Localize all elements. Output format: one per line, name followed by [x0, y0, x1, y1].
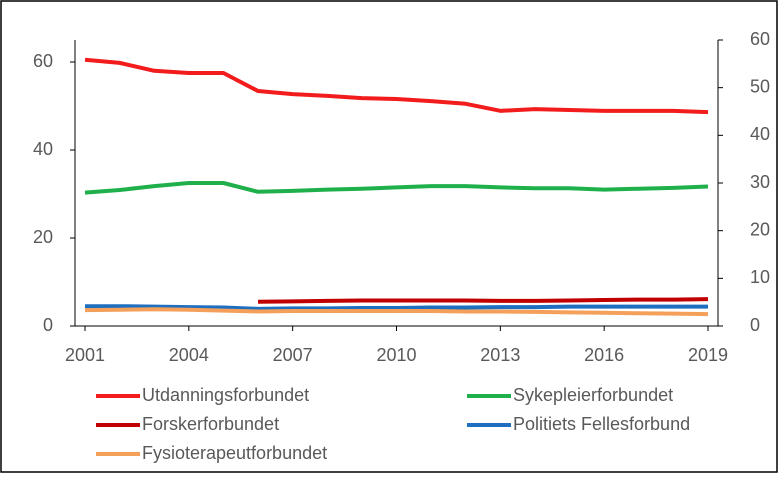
- x-tick-label: 2013: [480, 345, 520, 365]
- y2-tick-label: 10: [750, 267, 770, 287]
- y2-tick-label: 40: [750, 124, 770, 144]
- series-line: [84, 181, 709, 195]
- y-tick-label: 40: [33, 139, 53, 159]
- legend-label: Politiets Fellesforbund: [513, 414, 690, 434]
- y2-tick-label: 60: [750, 29, 770, 49]
- x-tick-label: 2019: [688, 345, 728, 365]
- legend-label: Forskerforbundet: [142, 414, 279, 434]
- x-tick-label: 2004: [169, 345, 209, 365]
- y2-tick-label: 30: [750, 172, 770, 192]
- series-line: [258, 297, 709, 304]
- legend-label: Fysioterapeutforbundet: [142, 443, 327, 463]
- series-line: [85, 304, 708, 311]
- y-tick-label: 60: [33, 51, 53, 71]
- series-line: [84, 307, 709, 317]
- x-tick-label: 2001: [65, 345, 105, 365]
- y2-tick-label: 50: [750, 76, 770, 96]
- x-tick-label: 2016: [584, 345, 624, 365]
- legend-label: Sykepleierforbundet: [513, 385, 673, 405]
- series-line: [84, 57, 709, 115]
- x-tick-label: 2007: [273, 345, 313, 365]
- y2-tick-label: 20: [750, 219, 770, 239]
- x-tick-label: 2010: [376, 345, 416, 365]
- y-tick-label: 20: [33, 227, 53, 247]
- y-tick-label: 0: [43, 315, 53, 335]
- y2-tick-label: 0: [750, 315, 760, 335]
- legend-label: Utdanningsforbundet: [142, 385, 309, 405]
